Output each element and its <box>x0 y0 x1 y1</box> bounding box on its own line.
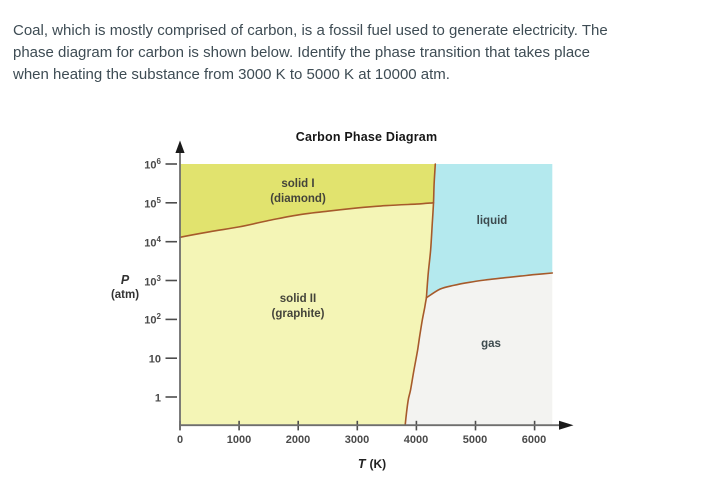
y-axis-label: P (atm) <box>110 273 140 301</box>
liquid-gas-boundary-line <box>425 272 554 299</box>
y-tick-label-1e3: 103 <box>144 274 161 289</box>
x-tick-label-3000: 3000 <box>344 434 370 446</box>
question-line: phase diagram for carbon is shown below.… <box>13 44 591 61</box>
phase-regions <box>180 164 553 425</box>
x-axis-arrow-icon <box>559 420 574 430</box>
y-tick-label-1e6: 106 <box>144 157 161 172</box>
region-label-liquid: liquid <box>476 215 508 227</box>
phase-boundaries <box>179 163 554 426</box>
question-line: Coal, which is mostly comprised of carbo… <box>13 22 608 39</box>
region-label-solid1-diamond: solid I (diamond) <box>270 178 326 205</box>
solid1-solid2-boundary-line <box>179 202 435 239</box>
question-text: Coal, which is mostly comprised of carbo… <box>13 20 693 86</box>
x-tick-label-6000: 6000 <box>521 434 547 446</box>
y-tick-label-1e4: 104 <box>144 235 161 250</box>
chart-title: Carbon Phase Diagram <box>295 130 438 144</box>
x-tick-label-0: 0 <box>176 434 184 446</box>
region-label-gas: gas <box>481 338 501 350</box>
x-tick-label-4000: 4000 <box>403 434 429 446</box>
question-line: when heating the substance from 3000 K t… <box>13 66 450 83</box>
y-tick-label-1e2: 102 <box>144 312 161 327</box>
y-tick-label-1: 1 <box>154 392 161 405</box>
region-label-solid2-graphite: solid II (graphite) <box>271 293 325 320</box>
region-liquid-area <box>426 164 553 298</box>
solid2-gas-boundary-line <box>404 297 428 426</box>
solid-liquid-boundary-line <box>425 163 437 299</box>
x-axis-label: T (K) <box>357 457 387 471</box>
x-tick-label-5000: 5000 <box>462 434 488 446</box>
axis-tick-marks <box>165 163 536 431</box>
x-tick-label-1000: 1000 <box>226 434 252 446</box>
y-tick-label-10: 10 <box>148 353 161 366</box>
y-tick-label-1e5: 105 <box>144 196 161 211</box>
x-tick-label-2000: 2000 <box>285 434 311 446</box>
